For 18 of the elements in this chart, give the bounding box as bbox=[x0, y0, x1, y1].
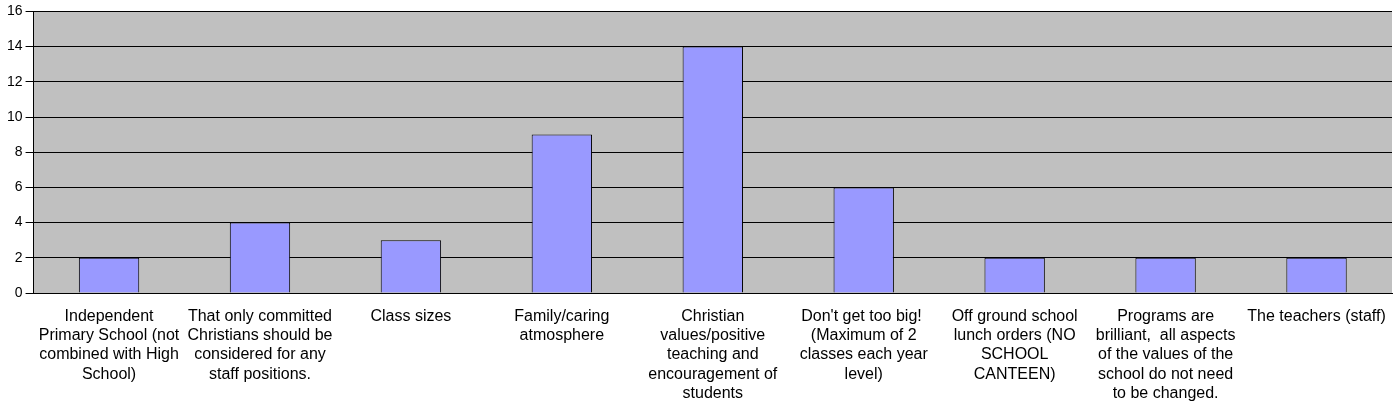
x-tick-label: That only committed Christians should be considered for any staff positions. bbox=[187, 307, 333, 382]
x-tick-label: Don't get too big! (Maximum of 2 classes each year level) bbox=[799, 307, 929, 382]
x-tick-label: Programs are brilliant, all aspects of the values of the school do not need to be changed. bbox=[1095, 307, 1236, 401]
x-tick-label: Class sizes bbox=[370, 307, 452, 325]
y-tick-label: 12 bbox=[6, 72, 23, 89]
y-tick-label: 10 bbox=[6, 107, 23, 124]
x-tick-label: Family/caring atmosphere bbox=[514, 307, 610, 344]
x-tick-label: Off ground school lunch orders (NO SCHOOL CANTEEN) bbox=[951, 307, 1078, 382]
x-tick-label: Independent Primary School (not combined with High School) bbox=[38, 307, 180, 382]
y-tick-label: 2 bbox=[14, 248, 23, 265]
y-tick-label: 6 bbox=[14, 178, 23, 195]
y-tick-label: 16 bbox=[6, 2, 23, 19]
y-tick-label: 4 bbox=[14, 213, 23, 230]
y-tick-label: 8 bbox=[14, 143, 23, 160]
y-tick-label: 0 bbox=[14, 283, 23, 300]
x-tick-label: The teachers (staff) bbox=[1247, 307, 1386, 325]
x-tick-label: Christian values/positive teaching and encouragement of students bbox=[648, 307, 778, 401]
y-tick-label: 14 bbox=[6, 37, 23, 54]
